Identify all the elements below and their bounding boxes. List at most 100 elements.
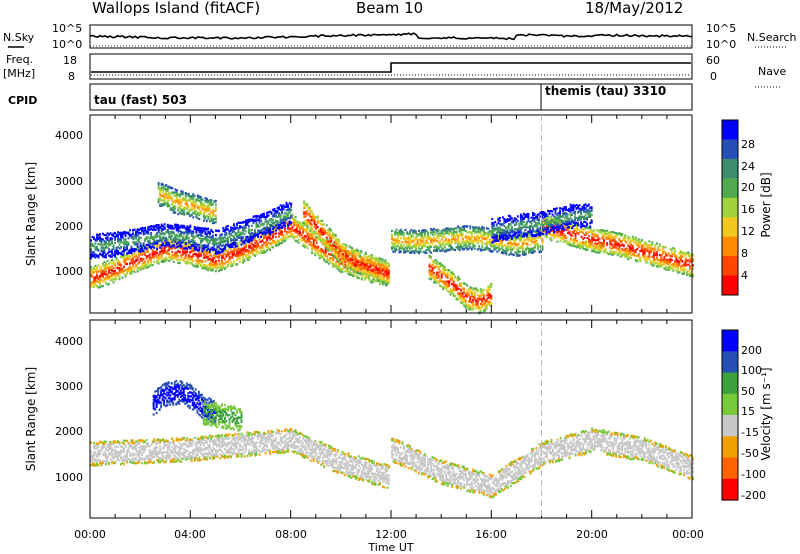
- power-cell: [440, 243, 443, 246]
- power-cell: [236, 222, 238, 226]
- power-cell: [407, 239, 410, 242]
- power-cell: [165, 191, 168, 194]
- power-cell: [202, 203, 205, 206]
- power-cell: [388, 264, 390, 267]
- power-cell: [175, 189, 178, 192]
- power-cell: [192, 204, 195, 207]
- power-cell: [443, 240, 446, 243]
- power-cell: [157, 199, 160, 202]
- power-cell: [270, 211, 273, 214]
- power-cell: [177, 241, 180, 244]
- power-cell: [331, 236, 334, 239]
- power-cell: [386, 274, 389, 277]
- power-cell: [351, 247, 354, 250]
- power-cell: [481, 228, 484, 231]
- power-cell: [340, 256, 343, 259]
- power-cell: [297, 238, 300, 242]
- power-cell: [198, 208, 201, 211]
- power-cell: [478, 237, 481, 240]
- power-cell: [313, 225, 316, 228]
- power-cell: [225, 239, 228, 242]
- power-cell: [148, 246, 151, 249]
- power-cell: [279, 232, 282, 235]
- power-cell: [196, 234, 199, 237]
- power-cell: [330, 253, 333, 256]
- power-cell: [100, 270, 103, 273]
- power-cell: [449, 244, 452, 247]
- power-cell: [184, 249, 187, 252]
- power-cell: [415, 230, 417, 233]
- power-cell: [211, 248, 214, 251]
- power-cell: [383, 260, 385, 263]
- power-cell: [290, 208, 293, 212]
- power-cell: [251, 239, 253, 242]
- power-cell: [333, 244, 336, 247]
- power-cell: [427, 242, 429, 245]
- power-cell: [384, 274, 387, 277]
- power-cell: [297, 241, 300, 244]
- power-cell: [302, 221, 305, 224]
- power-cell: [96, 280, 98, 283]
- power-cell: [162, 191, 165, 194]
- power-cell: [120, 238, 122, 241]
- power-cell: [102, 269, 104, 272]
- power-cell: [291, 229, 294, 232]
- power-cell: [251, 224, 253, 227]
- power-cell: [467, 231, 470, 234]
- power-cell: [305, 235, 308, 238]
- power-cell: [230, 237, 232, 241]
- power-cell: [205, 250, 208, 254]
- power-cell: [121, 256, 124, 259]
- power-cell: [386, 278, 388, 282]
- power-cell: [281, 212, 283, 215]
- power-cell: [180, 247, 183, 250]
- power-cell: [476, 229, 479, 232]
- power-cell: [204, 231, 207, 234]
- power-cell: [415, 246, 417, 249]
- power-cell: [436, 249, 439, 253]
- power-cell: [130, 270, 133, 273]
- power-cell: [168, 244, 171, 247]
- power-cell: [193, 252, 196, 255]
- power-cell: [216, 248, 219, 251]
- power-cell: [94, 280, 97, 283]
- power-cell: [306, 227, 309, 230]
- power-cell: [260, 214, 262, 217]
- power-cell: [312, 245, 315, 248]
- power-cell: [234, 231, 237, 234]
- power-cell: [263, 215, 265, 219]
- power-cell: [187, 258, 190, 261]
- power-cell: [488, 249, 491, 252]
- power-cell: [181, 210, 184, 213]
- power-cell: [254, 254, 256, 257]
- power-cell: [490, 242, 493, 245]
- power-cell: [269, 231, 271, 234]
- power-cell: [383, 273, 385, 276]
- power-cell: [94, 238, 97, 241]
- power-cell: [135, 241, 138, 244]
- power-cell: [114, 238, 116, 241]
- power-cell: [105, 265, 107, 268]
- power-cell: [130, 267, 133, 270]
- power-cell: [183, 207, 186, 210]
- power-cell: [249, 235, 252, 239]
- power-cell: [111, 269, 113, 272]
- power-cell: [306, 247, 309, 250]
- power-cell: [276, 239, 279, 242]
- power-cell: [248, 251, 250, 255]
- power-cell: [245, 236, 247, 239]
- power-cell: [343, 266, 346, 269]
- power-cell: [120, 231, 122, 234]
- power-cell: [387, 262, 390, 265]
- power-cell: [223, 247, 226, 250]
- power-cell: [254, 219, 256, 222]
- power-cell: [324, 251, 327, 254]
- power-cell: [266, 239, 268, 242]
- power-cell: [111, 265, 113, 268]
- power-cell: [461, 246, 464, 249]
- power-cell: [255, 226, 258, 229]
- power-cell: [196, 256, 199, 259]
- power-cell: [275, 210, 277, 213]
- power-cell: [225, 231, 228, 235]
- power-cell: [150, 256, 153, 260]
